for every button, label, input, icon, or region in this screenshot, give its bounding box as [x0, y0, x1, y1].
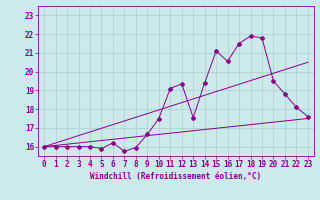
X-axis label: Windchill (Refroidissement éolien,°C): Windchill (Refroidissement éolien,°C) [91, 172, 261, 181]
